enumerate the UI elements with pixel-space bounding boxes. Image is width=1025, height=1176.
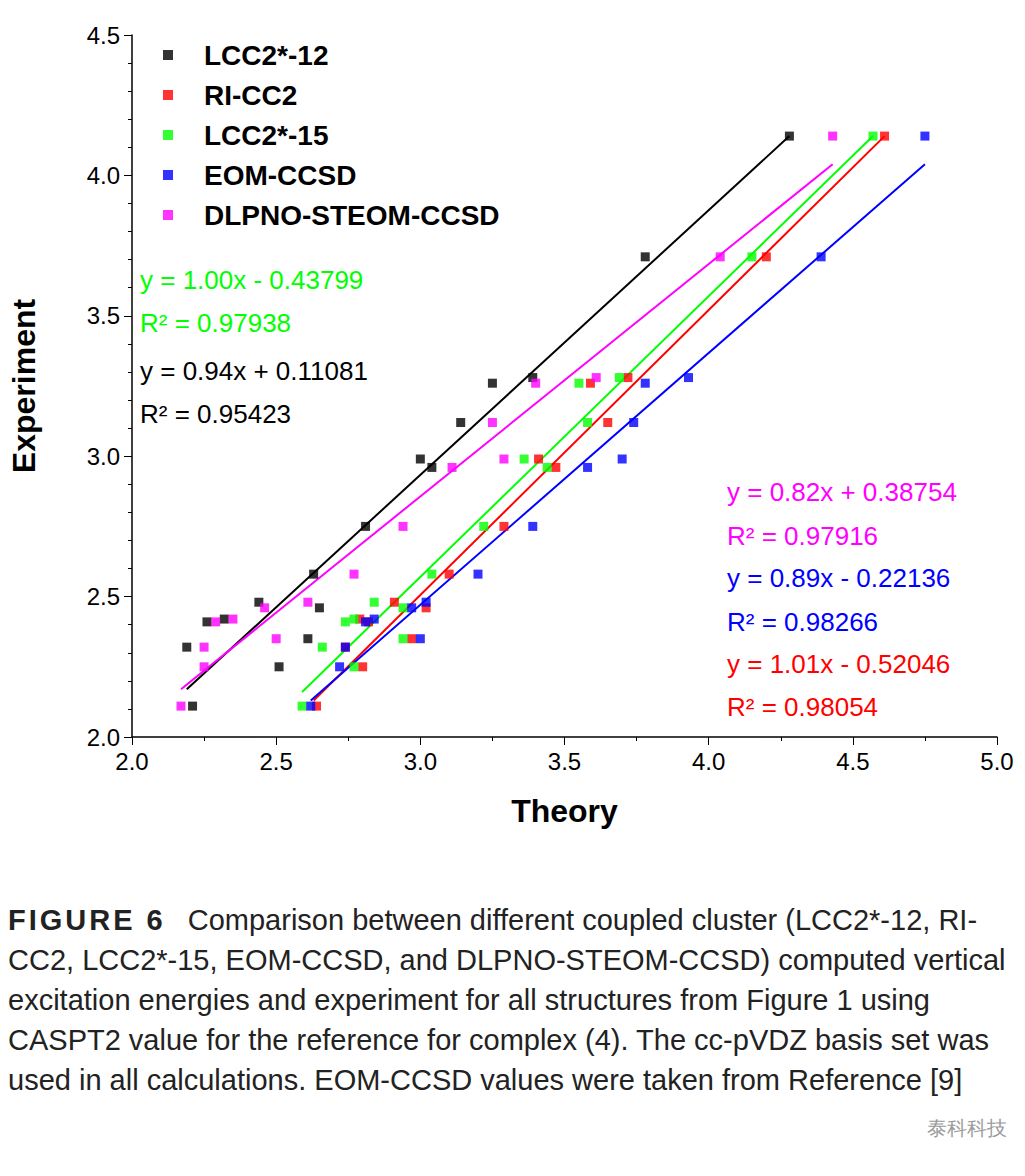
svg-text:R² = 0.98054: R² = 0.98054 xyxy=(727,692,878,722)
svg-text:3.5: 3.5 xyxy=(548,748,581,775)
html-text:FIGURE 6: FIGURE 6 xyxy=(8,904,166,936)
svg-text:y = 0.94x + 0.11081: y = 0.94x + 0.11081 xyxy=(140,356,368,386)
svg-text:2.5: 2.5 xyxy=(259,748,292,775)
svg-text:3.5: 3.5 xyxy=(87,302,120,329)
svg-text:4.5: 4.5 xyxy=(87,22,120,49)
svg-text:2.0: 2.0 xyxy=(115,748,148,775)
svg-text:4.0: 4.0 xyxy=(87,162,120,189)
svg-text:4.0: 4.0 xyxy=(692,748,725,775)
svg-text:y = 1.01x - 0.52046: y = 1.01x - 0.52046 xyxy=(727,649,950,679)
svg-text:DLPNO-STEOM-CCSD: DLPNO-STEOM-CCSD xyxy=(204,200,500,231)
svg-text:3.0: 3.0 xyxy=(87,443,120,470)
svg-text:RI-CC2: RI-CC2 xyxy=(204,80,297,111)
svg-text:4.5: 4.5 xyxy=(836,748,869,775)
svg-text:y = 0.82x + 0.38754: y = 0.82x + 0.38754 xyxy=(727,477,957,507)
svg-text:y = 0.89x - 0.22136: y = 0.89x - 0.22136 xyxy=(727,563,950,593)
svg-text:LCC2*-12: LCC2*-12 xyxy=(204,40,328,71)
svg-text:R² = 0.97916: R² = 0.97916 xyxy=(727,521,878,551)
svg-text:R² = 0.97938: R² = 0.97938 xyxy=(140,308,291,338)
svg-text:R² = 0.95423: R² = 0.95423 xyxy=(140,399,291,429)
svg-text:Theory: Theory xyxy=(511,793,618,829)
html-text:泰科科技: 泰科科技 xyxy=(927,1116,1007,1140)
html-text:Comparison between different c: Comparison between different coupled clu… xyxy=(8,904,1006,1096)
svg-text:y = 1.00x - 0.43799: y = 1.00x - 0.43799 xyxy=(140,265,363,295)
svg-text:R² = 0.98266: R² = 0.98266 xyxy=(727,607,878,637)
svg-text:2.0: 2.0 xyxy=(87,724,120,751)
svg-text:5.0: 5.0 xyxy=(980,748,1013,775)
svg-text:EOM-CCSD: EOM-CCSD xyxy=(204,160,356,191)
svg-text:LCC2*-15: LCC2*-15 xyxy=(204,120,328,151)
svg-text:Experiment: Experiment xyxy=(6,299,42,474)
svg-text:2.5: 2.5 xyxy=(87,583,120,610)
svg-text:3.0: 3.0 xyxy=(404,748,437,775)
